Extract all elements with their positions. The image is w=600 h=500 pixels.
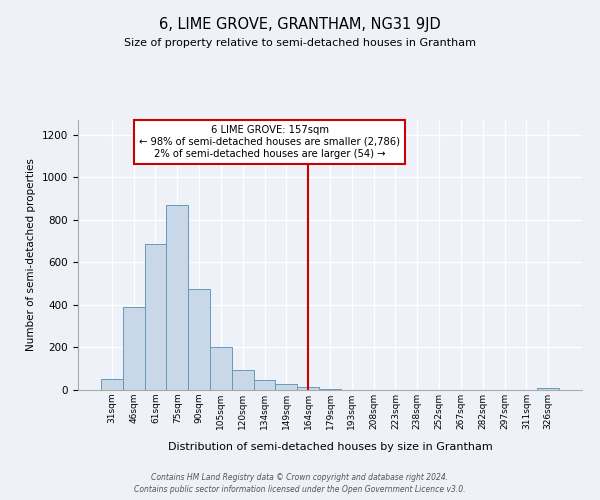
Text: 6, LIME GROVE, GRANTHAM, NG31 9JD: 6, LIME GROVE, GRANTHAM, NG31 9JD (159, 18, 441, 32)
Bar (123, 307, 145, 390)
Bar (537, 388, 559, 390)
Text: Contains public sector information licensed under the Open Government Licence v3: Contains public sector information licen… (134, 485, 466, 494)
Text: 6 LIME GROVE: 157sqm
← 98% of semi-detached houses are smaller (2,786)
2% of sem: 6 LIME GROVE: 157sqm ← 98% of semi-detac… (139, 126, 400, 158)
Bar (145, 244, 166, 390)
Bar (101, 380, 123, 390)
Bar (297, 387, 319, 390)
Bar (188, 289, 210, 390)
Y-axis label: Number of semi-detached properties: Number of semi-detached properties (26, 158, 37, 352)
Bar (254, 380, 275, 390)
Text: Size of property relative to semi-detached houses in Grantham: Size of property relative to semi-detach… (124, 38, 476, 48)
Text: Contains HM Land Registry data © Crown copyright and database right 2024.: Contains HM Land Registry data © Crown c… (151, 472, 449, 482)
Text: Distribution of semi-detached houses by size in Grantham: Distribution of semi-detached houses by … (167, 442, 493, 452)
Bar (232, 370, 254, 390)
Bar (166, 205, 188, 390)
Bar (319, 389, 341, 390)
Bar (275, 384, 297, 390)
Bar (210, 348, 232, 390)
